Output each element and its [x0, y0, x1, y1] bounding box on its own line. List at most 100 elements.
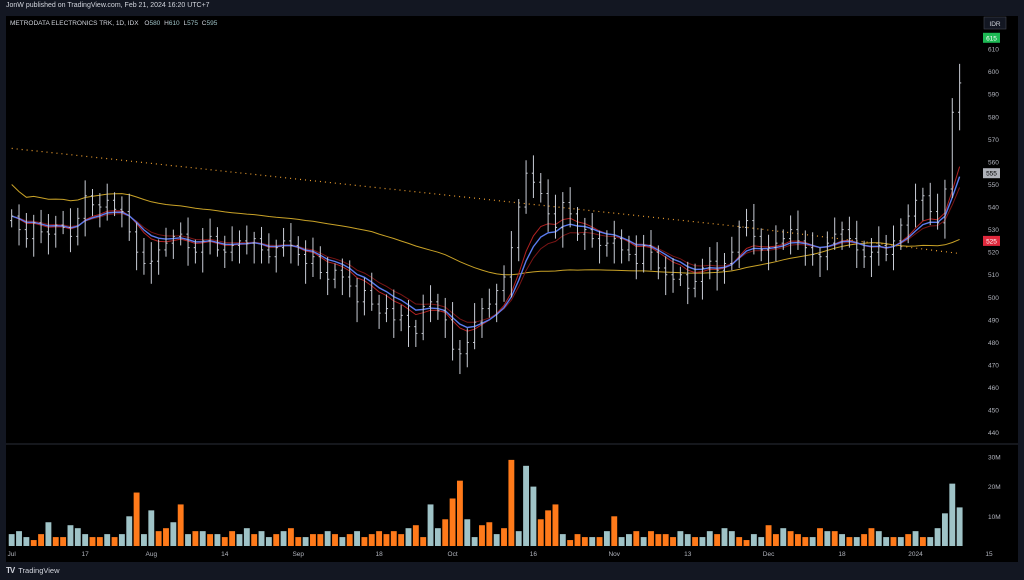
volume-tick-label: 20M [988, 484, 1001, 491]
volume-bar [603, 531, 610, 546]
price-bar [245, 225, 249, 255]
price-bar [686, 261, 690, 305]
volume-bar [581, 537, 588, 546]
price-bar [774, 225, 778, 262]
volume-bar [941, 513, 948, 546]
price-bar [193, 239, 197, 264]
volume-bar [449, 498, 456, 546]
price-tick-label: 450 [988, 408, 999, 415]
volume-bar [523, 465, 530, 546]
price-bar [370, 272, 374, 311]
volume-bar [368, 534, 375, 546]
volume-bar [45, 522, 52, 546]
price-bar [32, 214, 36, 257]
ohlc-high-label: H [164, 20, 169, 27]
price-bar [39, 209, 43, 244]
time-tick-label: 13 [684, 551, 692, 558]
price-bar [149, 242, 153, 284]
price-bar [76, 207, 80, 246]
volume-bar [456, 480, 463, 546]
volume-bar [67, 525, 74, 546]
price-bar [789, 215, 793, 255]
price-bar [450, 302, 455, 361]
volume-bar [390, 531, 397, 546]
price-bar [561, 192, 565, 248]
volume-bar [795, 534, 801, 546]
price-bar [546, 179, 550, 232]
volume-bar [530, 486, 537, 546]
volume-bar [567, 540, 574, 546]
price-tick-label: 590 [988, 92, 999, 99]
volume-bar [464, 519, 471, 546]
volume-bar [508, 459, 515, 546]
price-label-text: 615 [986, 35, 997, 42]
chart-area[interactable]: 440 450 460 470 480 490 500 510 520 530 540 550 560 5… [6, 16, 1018, 562]
volume-bar [956, 507, 963, 546]
price-label-text: 525 [986, 238, 997, 245]
time-tick-label: Sep [292, 551, 304, 558]
price-label-badge [983, 235, 1000, 246]
price-bar [54, 215, 58, 248]
price-bar [443, 297, 447, 338]
price-bar [539, 172, 543, 203]
price-bar [818, 247, 822, 278]
volume-bar [817, 528, 823, 546]
volume-bar [743, 540, 750, 546]
price-bar [392, 289, 396, 338]
price-bar [781, 229, 785, 250]
price-bar [487, 288, 491, 318]
time-tick-label: Nov [608, 551, 620, 558]
volume-bar [552, 504, 559, 546]
time-tick-label: 14 [221, 551, 229, 558]
volume-bar [427, 504, 434, 546]
price-bar [759, 228, 763, 262]
price-bar [612, 220, 616, 264]
volume-bar [721, 528, 728, 546]
volume-bar [155, 531, 162, 546]
volume-bar [442, 519, 449, 546]
volume-bar [559, 534, 566, 546]
chart-svg[interactable]: 440 450 460 470 480 490 500 510 520 530 540 550 560 5… [6, 16, 1018, 562]
price-bar [583, 217, 587, 250]
price-bar [362, 277, 367, 316]
price-bar [311, 237, 315, 278]
price-tick-label: 480 [988, 340, 999, 347]
price-bar [935, 193, 940, 230]
price-bar [61, 210, 65, 235]
volume-bar [699, 537, 706, 546]
price-bar [68, 208, 73, 253]
volume-bar [111, 537, 118, 546]
price-bar [678, 266, 682, 287]
price-bar [90, 188, 95, 217]
price-bar [406, 299, 411, 347]
volume-bar [780, 528, 787, 546]
price-tick-label: 580 [988, 114, 999, 121]
price-bar [230, 226, 234, 262]
price-bar [950, 98, 954, 199]
volume-bar [706, 531, 713, 546]
currency-label: IDR [989, 21, 1001, 28]
volume-bar [30, 540, 37, 546]
price-bar [855, 220, 859, 268]
price-bar [847, 216, 852, 248]
price-bar [17, 204, 21, 246]
volume-bar [772, 534, 779, 546]
volume-bar [398, 534, 405, 546]
volume-bar [434, 528, 441, 546]
price-bar [649, 230, 653, 271]
price-bars [10, 63, 962, 375]
price-bar [766, 234, 771, 271]
volume-bar [38, 534, 45, 546]
price-bar [833, 217, 837, 250]
volume-bar [16, 531, 22, 546]
volume-bar [824, 531, 831, 546]
price-bar [237, 230, 242, 264]
volume-bar [346, 534, 353, 546]
price-bar [737, 220, 741, 268]
volume-bar [545, 510, 552, 546]
time-tick-label: Jul [8, 551, 17, 558]
volume-bar [912, 531, 919, 546]
price-bar [223, 235, 227, 268]
volume-bar [919, 537, 926, 546]
price-bar [590, 212, 594, 248]
